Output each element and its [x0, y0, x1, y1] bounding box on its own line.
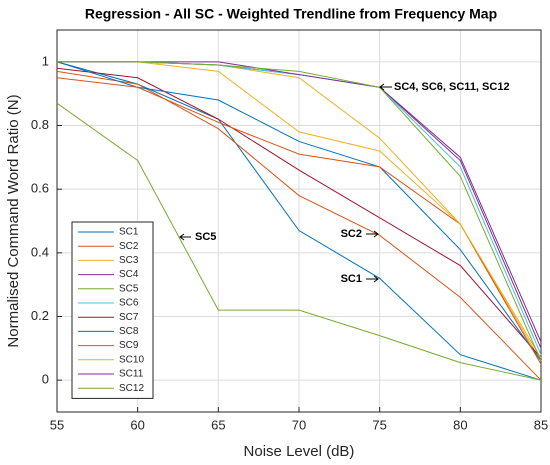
annotation: SC5 — [195, 231, 216, 243]
y-axis-label: Normalised Command Word Ratio (N) — [5, 94, 22, 347]
legend-label: SC10 — [119, 354, 144, 365]
x-tick-label: 70 — [292, 417, 306, 432]
legend-label: SC5 — [119, 283, 139, 294]
chart-title: Regression - All SC - Weighted Trendline… — [85, 6, 497, 22]
x-tick-label: 65 — [211, 417, 225, 432]
legend-box — [71, 221, 154, 399]
annotation: SC4, SC6, SC11, SC12 — [394, 81, 510, 93]
x-tick-label: 75 — [372, 417, 386, 432]
legend-label: SC9 — [119, 340, 139, 351]
legend-label: SC2 — [119, 241, 139, 252]
annotation-arrowhead — [373, 275, 379, 283]
legend-label: SC6 — [119, 298, 139, 309]
x-tick-label: 85 — [534, 417, 548, 432]
legend-label: SC8 — [119, 326, 139, 337]
y-tick-label: 1 — [42, 53, 49, 68]
x-tick-label: 60 — [130, 417, 144, 432]
y-tick-label: 0.8 — [31, 117, 49, 132]
annotation: SC1 — [341, 273, 362, 285]
annotation: SC2 — [341, 228, 362, 240]
series-line — [56, 67, 542, 359]
y-tick-label: 0.2 — [31, 308, 49, 323]
legend-label: SC7 — [119, 312, 139, 323]
series-line — [56, 70, 542, 381]
legend-label: SC11 — [119, 369, 144, 380]
x-tick-label: 80 — [453, 417, 467, 432]
y-tick-label: 0.4 — [31, 244, 49, 259]
x-axis-label: Noise Level (dB) — [244, 443, 355, 460]
series-line — [57, 61, 542, 362]
legend-label: SC12 — [119, 383, 144, 394]
legend-label: SC3 — [119, 255, 139, 266]
annotation-arrowhead — [373, 230, 379, 238]
series-line — [56, 102, 542, 381]
legend-label: SC4 — [119, 269, 139, 280]
x-tick-label: 55 — [50, 417, 64, 432]
y-tick-label: 0 — [42, 372, 49, 387]
annotation-arrowhead — [379, 83, 385, 91]
plot-frame — [56, 29, 542, 413]
annotation-arrowhead — [179, 233, 185, 241]
y-tick-label: 0.6 — [31, 181, 49, 196]
legend-label: SC1 — [119, 227, 139, 238]
